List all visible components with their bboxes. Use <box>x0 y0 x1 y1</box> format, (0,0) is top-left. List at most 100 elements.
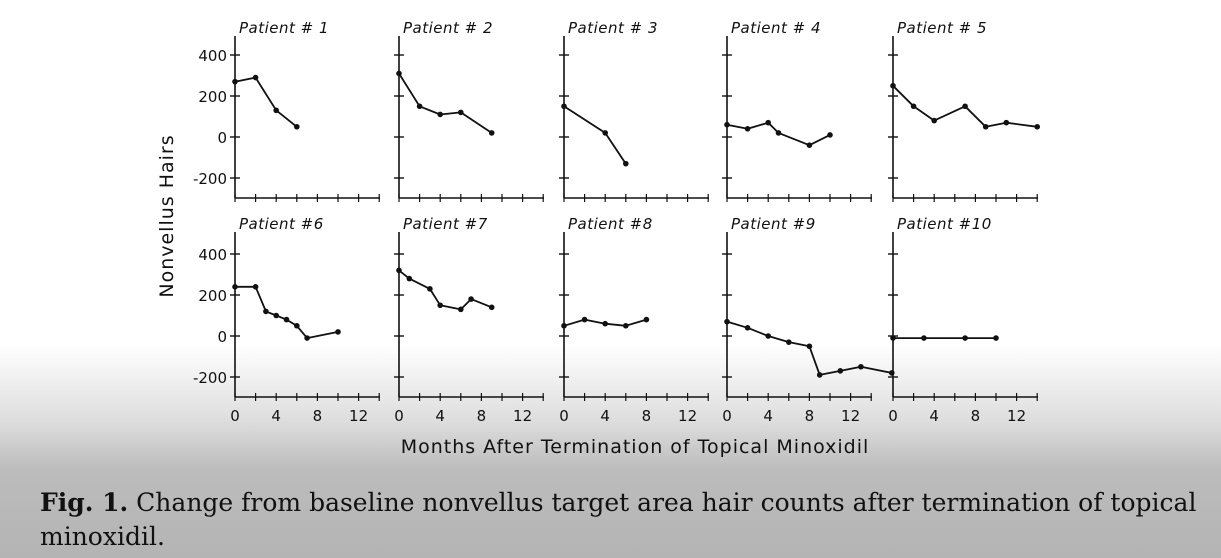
data-point <box>623 322 629 329</box>
data-point <box>890 335 896 341</box>
y-tick-label: -200 <box>193 170 227 188</box>
y-tick-label: 0 <box>217 129 227 147</box>
data-point <box>488 304 495 311</box>
x-tick-label: 0 <box>559 407 569 425</box>
panel-title: Patient # 1 <box>239 19 329 37</box>
x-tick-label: 12 <box>678 407 697 425</box>
data-point <box>561 322 567 329</box>
data-point <box>993 335 999 341</box>
figure-caption-text: Change from baseline nonvellus target ar… <box>40 488 1197 551</box>
data-point <box>406 275 413 282</box>
series-line <box>398 73 493 134</box>
data-point <box>294 322 300 329</box>
data-point <box>962 103 968 110</box>
x-tick-label: 4 <box>600 407 610 425</box>
x-tick-label: 0 <box>888 407 898 425</box>
data-point <box>806 343 813 350</box>
data-point <box>263 308 269 315</box>
data-point <box>458 109 464 116</box>
data-point <box>806 142 813 148</box>
data-point <box>643 316 650 323</box>
data-point <box>910 103 917 110</box>
x-tick-label: 8 <box>971 407 981 425</box>
data-point <box>416 103 423 110</box>
data-point <box>396 267 402 274</box>
panel-title: Patient #6 <box>239 215 324 233</box>
x-axis-label: Months After Termination of Topical Mino… <box>401 436 870 458</box>
data-point <box>437 111 444 118</box>
data-point <box>294 123 300 130</box>
data-point <box>273 312 280 319</box>
data-point <box>744 126 751 132</box>
data-point <box>1003 119 1010 126</box>
y-tick-label: 200 <box>198 287 227 305</box>
data-point <box>252 284 259 290</box>
data-point <box>468 296 474 302</box>
data-point <box>304 335 310 341</box>
data-point <box>724 121 730 128</box>
data-point <box>837 368 844 374</box>
data-point <box>602 320 608 327</box>
data-point <box>775 130 782 136</box>
data-point <box>962 335 968 341</box>
x-tick-label: 12 <box>349 407 368 425</box>
data-point <box>581 316 588 323</box>
data-point <box>602 130 608 136</box>
data-point <box>786 339 792 345</box>
data-point <box>232 78 238 85</box>
panel-title: Patient #9 <box>731 215 816 233</box>
y-tick-label: 400 <box>198 47 227 65</box>
panel-title: Patient # 5 <box>897 19 987 37</box>
data-point <box>921 335 927 341</box>
series-line <box>234 76 298 128</box>
data-point <box>561 103 567 110</box>
panel-title: Patient #10 <box>897 215 992 233</box>
panel-title: Patient #8 <box>568 215 653 233</box>
series-line <box>235 285 339 340</box>
data-point <box>765 333 771 339</box>
data-point <box>623 160 629 167</box>
data-point <box>744 325 751 331</box>
data-point <box>283 316 290 323</box>
data-point <box>335 329 341 335</box>
data-point <box>931 117 937 124</box>
x-tick-label: 12 <box>841 407 860 425</box>
series-line <box>398 269 493 311</box>
data-point <box>724 318 730 325</box>
series-line <box>563 105 627 165</box>
x-tick-label: 0 <box>394 407 404 425</box>
data-point <box>252 74 259 81</box>
data-point <box>488 130 495 136</box>
data-point <box>273 107 280 114</box>
data-point <box>458 306 464 313</box>
x-tick-label: 8 <box>805 407 815 425</box>
y-axis-label: Nonvellus Hairs <box>156 134 178 297</box>
data-point <box>827 132 833 138</box>
x-tick-label: 8 <box>642 407 652 425</box>
x-tick-label: 4 <box>435 407 445 425</box>
y-tick-label: 200 <box>198 88 227 106</box>
panel-title: Patient # 2 <box>403 19 493 37</box>
x-tick-label: 4 <box>763 407 773 425</box>
data-point <box>765 119 771 126</box>
x-tick-label: 12 <box>1007 407 1026 425</box>
y-tick-label: 400 <box>198 246 227 264</box>
x-tick-label: 12 <box>513 407 532 425</box>
y-tick-label: -200 <box>193 369 227 387</box>
panel-title: Patient # 3 <box>568 19 658 37</box>
x-tick-label: 0 <box>230 407 240 425</box>
x-tick-label: 8 <box>477 407 487 425</box>
data-point <box>427 286 433 292</box>
x-tick-label: 8 <box>313 407 323 425</box>
x-tick-label: 0 <box>722 407 732 425</box>
panel-title: Patient #7 <box>403 215 488 233</box>
data-point <box>816 372 823 378</box>
x-tick-label: 4 <box>929 407 939 425</box>
data-point <box>232 284 238 290</box>
series-line <box>726 121 831 147</box>
data-point <box>890 82 896 89</box>
data-point <box>437 302 444 309</box>
figure-caption: Fig. 1. Change from baseline nonvellus t… <box>40 486 1210 554</box>
